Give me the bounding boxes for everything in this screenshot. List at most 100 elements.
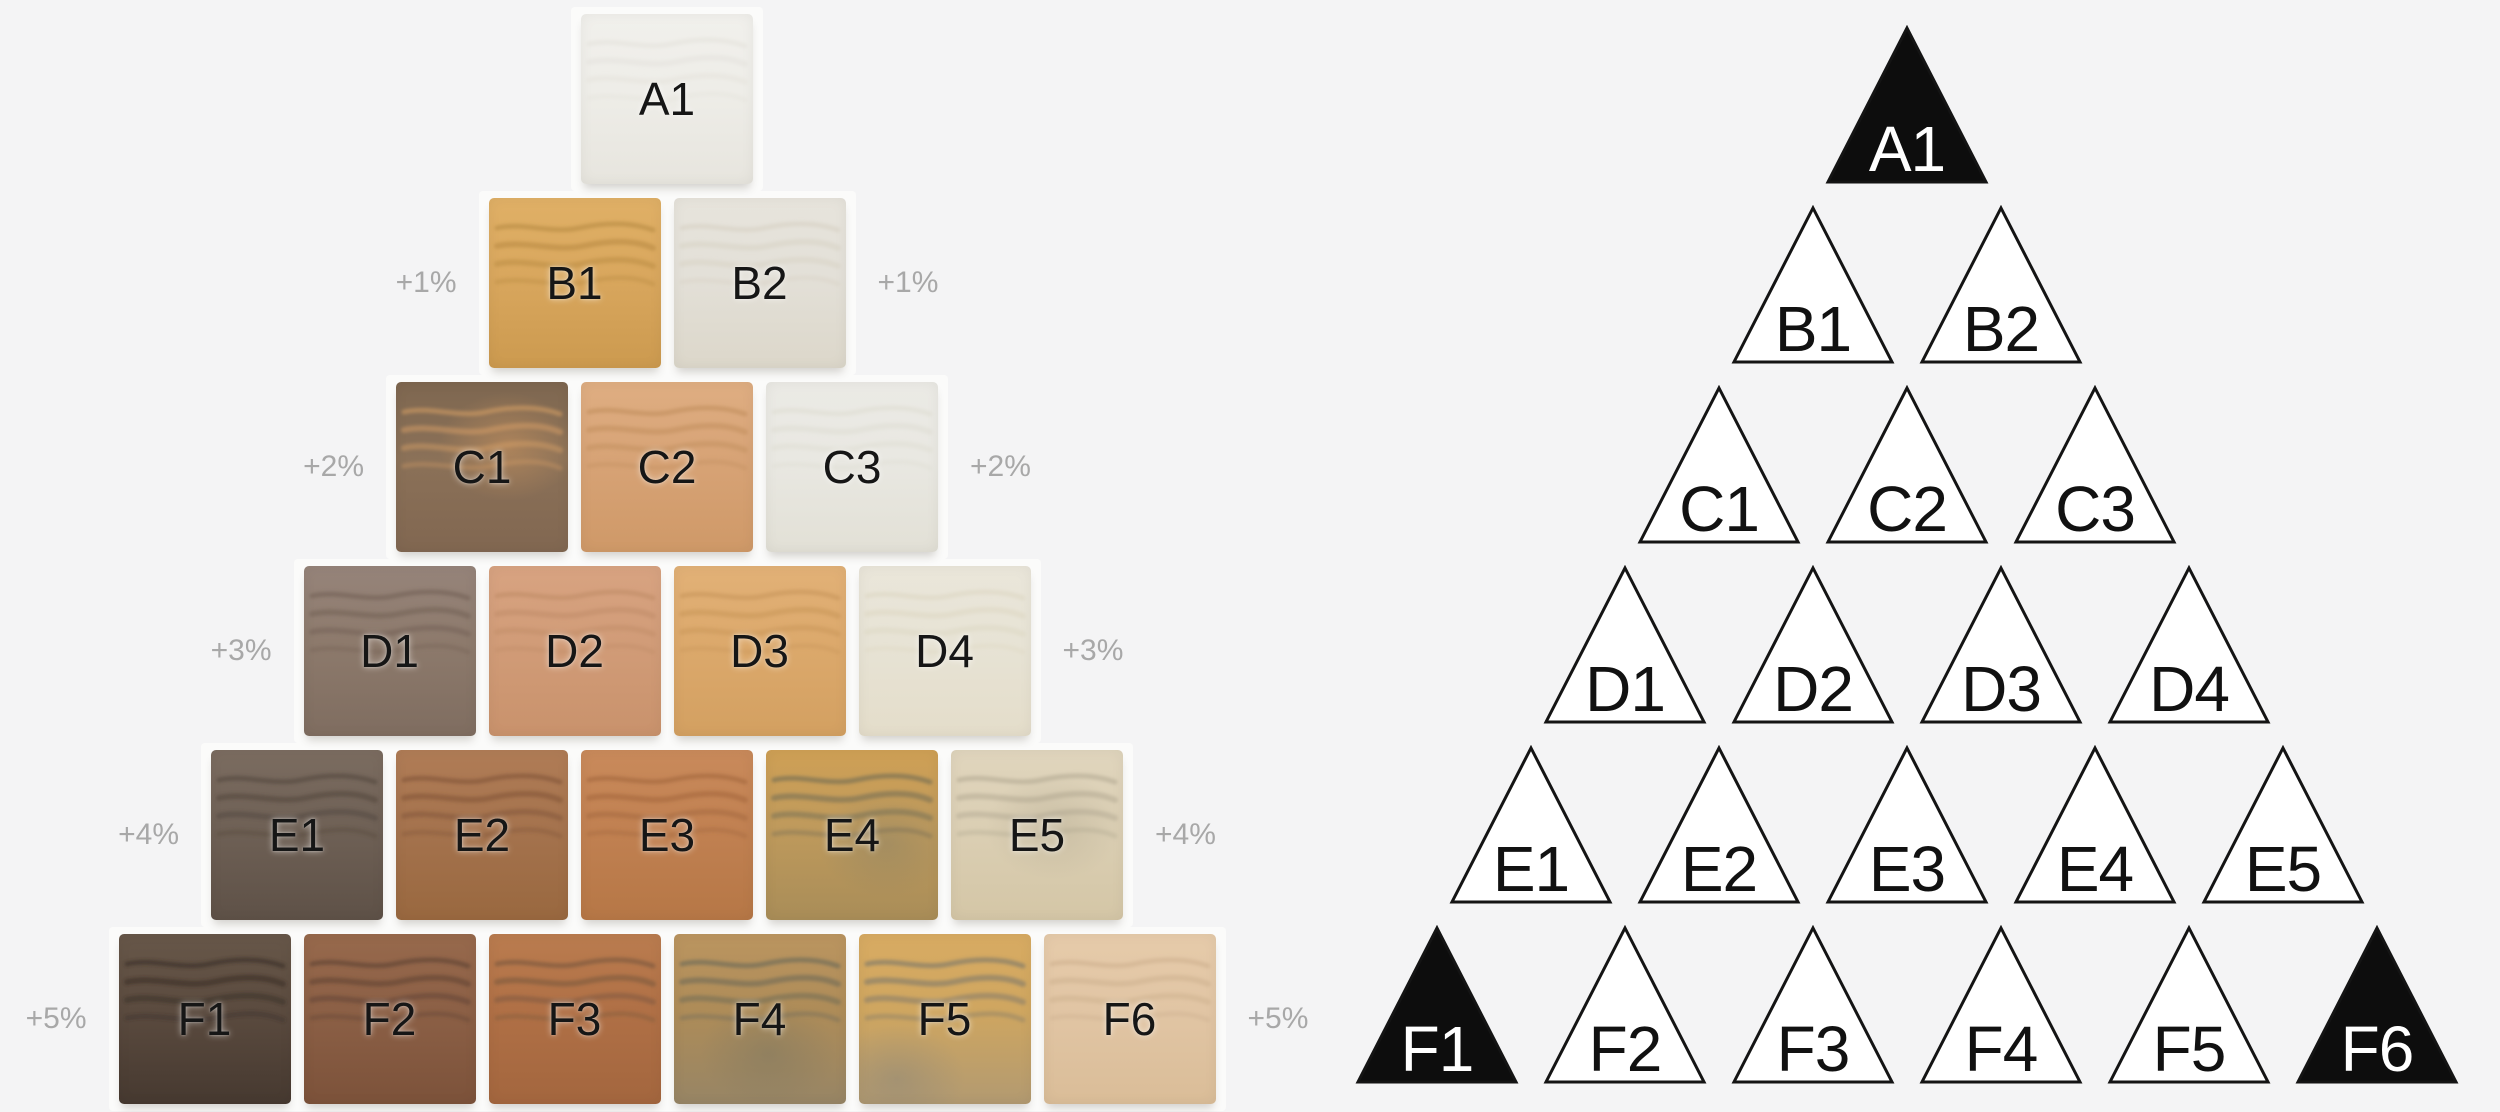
triangle-shape [1543, 925, 1707, 1084]
triangle-label: E4 [2056, 833, 2134, 905]
tile-label: C1 [452, 441, 512, 493]
glaze-streaks [863, 957, 1026, 1023]
tile-label: E3 [638, 809, 696, 861]
glaze-streaks [308, 589, 471, 655]
tile-label: B2 [731, 257, 788, 309]
photo-backdrop-strip: B1 B2 [478, 191, 856, 375]
photo-backdrop-strip: F1 F2 F3 F4 F5 F6 [108, 927, 1226, 1111]
triangle-e4: E4 [2013, 745, 2177, 905]
triangle-label: E5 [2244, 833, 2322, 905]
triangle-f1: F1 [1355, 925, 1519, 1085]
percent-label-left: +3% [210, 634, 272, 667]
glaze-tile-e1: E1 [211, 750, 383, 920]
triangle-f5: F5 [2107, 925, 2271, 1085]
triangle-shape [1731, 925, 1895, 1084]
triangle-shape [1825, 745, 1989, 904]
glaze-streaks [678, 221, 841, 287]
photo-backdrop-strip: C1 C2 C3 [386, 375, 948, 559]
glaze-streaks [586, 405, 748, 471]
triangle-label: D4 [2149, 653, 2230, 725]
triangle-label: E3 [1868, 833, 1946, 905]
glaze-streaks [401, 405, 563, 471]
tile-label: D1 [360, 625, 419, 677]
glaze-tile-c3: C3 [766, 382, 938, 552]
triangle-c1: C1 [1637, 385, 1801, 545]
percent-label-right: +2% [970, 450, 1031, 483]
glaze-streaks [493, 957, 656, 1023]
left-pyramid-photo: A1 +1% B1 B2 +1% +2% C1 C2 C3 +2% +3% D1 D2 D3 D4 +3% +4… [0, 7, 1334, 1111]
triangle-shape [1731, 565, 1895, 724]
triangle-c3: C3 [2013, 385, 2177, 545]
triangle-row: B1 B2 [1731, 205, 2083, 365]
tile-label: F2 [362, 993, 417, 1045]
triangle-d2: D2 [1731, 565, 1895, 725]
tile-row: +2% C1 C2 C3 +2% [274, 375, 1060, 559]
percent-label-left: +1% [395, 266, 457, 299]
triangle-shape [2013, 385, 2177, 544]
triangle-shape [2107, 925, 2271, 1084]
glaze-tile-d1: D1 [303, 566, 476, 736]
percent-label-right: +4% [1155, 818, 1216, 851]
tile-row: +1% B1 B2 +1% [367, 191, 968, 375]
tile-label: F6 [1102, 993, 1157, 1045]
triangle-e1: E1 [1449, 745, 1613, 905]
triangle-f6: F6 [2295, 925, 2459, 1085]
triangle-row: A1 [1825, 25, 1989, 185]
glaze-tile-f2: F2 [303, 934, 476, 1104]
glaze-tile-e4: E4 [766, 750, 938, 920]
tile-label: D3 [730, 625, 789, 677]
glaze-tile-f5: F5 [858, 934, 1031, 1104]
tile-label: F3 [547, 993, 602, 1045]
glaze-streaks [771, 405, 933, 471]
triangle-f3: F3 [1731, 925, 1895, 1085]
triangle-label: C1 [1679, 473, 1760, 545]
tile-label: D4 [915, 625, 974, 677]
triangle-label: C2 [1867, 473, 1948, 545]
percent-label-right: +5% [1247, 1002, 1309, 1035]
tile-label: C3 [822, 441, 882, 493]
photo-backdrop-strip: E1 E2 E3 E4 E5 [201, 743, 1133, 927]
glaze-tile-f6: F6 [1043, 934, 1216, 1104]
glaze-tile-f4: F4 [673, 934, 846, 1104]
percent-label-left: +4% [118, 818, 179, 851]
triangle-label: F1 [1400, 1013, 1475, 1085]
tile-label: E4 [823, 809, 881, 861]
percent-label-left: +5% [25, 1002, 87, 1035]
triangle-label: B2 [1962, 293, 2040, 365]
triangle-d3: D3 [1919, 565, 2083, 725]
photo-backdrop-strip: A1 [571, 7, 763, 191]
glaze-tile-a1: A1 [581, 14, 753, 184]
percent-label-right: +3% [1062, 634, 1124, 667]
triangle-d4: D4 [2107, 565, 2271, 725]
triangle-shape [1731, 205, 1895, 364]
triangle-shape [1825, 385, 1989, 544]
triangle-e2: E2 [1637, 745, 1801, 905]
triangle-shape [1919, 205, 2083, 364]
triangle-f2: F2 [1543, 925, 1707, 1085]
tile-row: +4% E1 E2 E3 E4 E5 +4% [89, 743, 1245, 927]
glaze-streaks [401, 773, 563, 839]
glaze-tile-d2: D2 [488, 566, 661, 736]
glaze-tile-e5: E5 [951, 750, 1123, 920]
glaze-streaks [678, 957, 841, 1023]
triangle-shape-filled [1825, 25, 1989, 184]
triangle-label: C3 [2055, 473, 2136, 545]
triangle-label: F3 [1776, 1013, 1851, 1085]
percent-label-right: +1% [877, 266, 939, 299]
triangle-row: E1 E2 E3 E4 E5 [1449, 745, 2365, 905]
tile-label: E1 [268, 809, 326, 861]
tile-label: F4 [732, 993, 787, 1045]
triangle-b2: B2 [1919, 205, 2083, 365]
glaze-streaks [493, 221, 656, 287]
triangle-f4: F4 [1919, 925, 2083, 1085]
triangle-shape [1919, 925, 2083, 1084]
glaze-tile-f1: F1 [118, 934, 291, 1104]
triangle-d1: D1 [1543, 565, 1707, 725]
percent-label-left: +2% [303, 450, 364, 483]
tile-label: C2 [637, 441, 697, 493]
glaze-tile-e3: E3 [581, 750, 753, 920]
tile-label: F1 [177, 993, 232, 1045]
triangle-shape [1543, 565, 1707, 724]
glaze-streaks [1048, 957, 1211, 1023]
